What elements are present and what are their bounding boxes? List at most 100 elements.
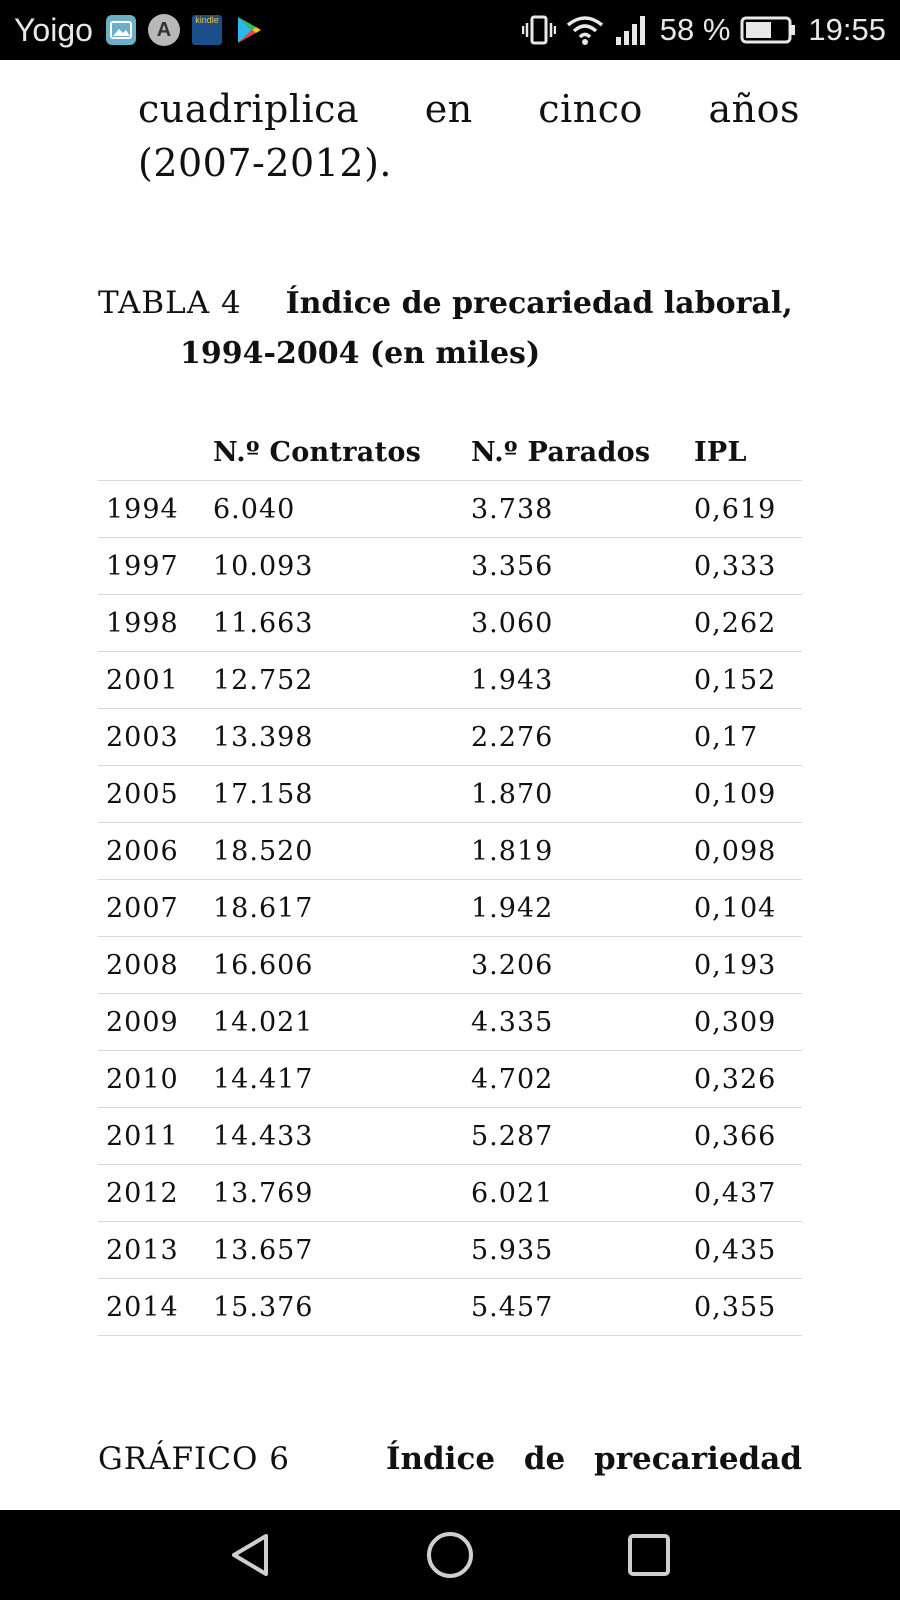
cell-ipl: 0,17: [694, 708, 802, 766]
cell-ipl: 0,333: [694, 537, 802, 595]
cell-year: 2005: [98, 765, 213, 823]
table-label: TABLA 4: [98, 285, 242, 321]
table-row: 2012 13.769 6.021 0,437: [98, 1164, 802, 1222]
cell-contratos: 14.433: [213, 1107, 471, 1165]
table-caption: TABLA 4 Índice de precariedad laboral, 1…: [98, 278, 802, 379]
cell-year: 2012: [98, 1164, 213, 1222]
cell-contratos: 13.769: [213, 1164, 471, 1222]
clock: 19:55: [808, 12, 886, 47]
header-parados: N.º Parados: [471, 424, 694, 481]
table-row: 2003 13.398 2.276 0,17: [98, 708, 802, 766]
kindle-icon: kindle: [192, 15, 222, 45]
cell-year: 1994: [98, 480, 213, 538]
cell-parados: 1.870: [471, 765, 694, 823]
cell-year: 2003: [98, 708, 213, 766]
cell-contratos: 12.752: [213, 651, 471, 709]
header-ipl: IPL: [694, 424, 802, 481]
figure-title: Índice de precariedad: [385, 1441, 802, 1477]
cell-contratos: 13.398: [213, 708, 471, 766]
home-icon[interactable]: [425, 1530, 475, 1580]
recents-icon[interactable]: [624, 1530, 674, 1580]
table-row: 2014 15.376 5.457 0,355: [98, 1278, 802, 1336]
cell-year: 2008: [98, 936, 213, 994]
status-bar: Yoigo A kindle: [0, 0, 900, 60]
cell-year: 2009: [98, 993, 213, 1051]
vibrate-icon: [521, 15, 556, 45]
figure-caption: GRÁFICO 6 Índice de precariedad: [98, 1434, 802, 1484]
cell-parados: 3.356: [471, 537, 694, 595]
cell-ipl: 0,619: [694, 480, 802, 538]
cell-contratos: 16.606: [213, 936, 471, 994]
cell-parados: 1.943: [471, 651, 694, 709]
cell-ipl: 0,309: [694, 993, 802, 1051]
table-title: Índice de precariedad laboral,: [285, 286, 793, 321]
cell-parados: 5.457: [471, 1278, 694, 1336]
cell-contratos: 13.657: [213, 1221, 471, 1279]
cell-parados: 4.335: [471, 993, 694, 1051]
cell-ipl: 0,326: [694, 1050, 802, 1108]
cell-parados: 1.942: [471, 879, 694, 937]
cell-parados: 2.276: [471, 708, 694, 766]
cell-ipl: 0,262: [694, 594, 802, 652]
cell-ipl: 0,435: [694, 1221, 802, 1279]
cell-contratos: 6.040: [213, 480, 471, 538]
cell-parados: 3.206: [471, 936, 694, 994]
table-row: 2013 13.657 5.935 0,435: [98, 1221, 802, 1279]
kindle-label: kindle: [195, 15, 219, 25]
table-row: 2005 17.158 1.870 0,109: [98, 765, 802, 823]
cell-contratos: 11.663: [213, 594, 471, 652]
cell-parados: 1.819: [471, 822, 694, 880]
cell-ipl: 0,366: [694, 1107, 802, 1165]
play-store-icon: [234, 15, 264, 45]
notification-icons: A kindle: [106, 14, 264, 46]
table-title-line2: 1994-2004 (en miles): [180, 336, 541, 371]
battery-percent: 58 %: [659, 12, 731, 47]
table-row: 2007 18.617 1.942 0,104: [98, 879, 802, 937]
battery-icon: [740, 16, 796, 44]
cell-ipl: 0,098: [694, 822, 802, 880]
cell-contratos: 15.376: [213, 1278, 471, 1336]
cell-ipl: 0,437: [694, 1164, 802, 1222]
cell-contratos: 14.417: [213, 1050, 471, 1108]
cell-parados: 5.287: [471, 1107, 694, 1165]
carrier-name: Yoigo: [14, 12, 93, 48]
header-year: [98, 424, 213, 481]
figure-label: GRÁFICO 6: [98, 1441, 290, 1477]
cell-parados: 6.021: [471, 1164, 694, 1222]
cell-year: 2014: [98, 1278, 213, 1336]
data-table: N.º Contratos N.º Parados IPL 1994 6.040…: [98, 424, 802, 1336]
wifi-icon: [566, 16, 603, 45]
system-status-icons: 58 % 19:55: [521, 8, 886, 52]
cell-contratos: 18.520: [213, 822, 471, 880]
cell-year: 2013: [98, 1221, 213, 1279]
table-row: 1994 6.040 3.738 0,619: [98, 480, 802, 538]
cell-ipl: 0,104: [694, 879, 802, 937]
cell-ipl: 0,152: [694, 651, 802, 709]
table-row: 1998 11.663 3.060 0,262: [98, 594, 802, 652]
cell-year: 2010: [98, 1050, 213, 1108]
cell-year: 1997: [98, 537, 213, 595]
cell-parados: 5.935: [471, 1221, 694, 1279]
cell-year: 2011: [98, 1107, 213, 1165]
cell-year: 1998: [98, 594, 213, 652]
a-icon: A: [148, 14, 180, 46]
body-paragraph: cuadriplica en cinco años (2007-2012).: [138, 87, 800, 185]
cell-contratos: 10.093: [213, 537, 471, 595]
table-header-row: N.º Contratos N.º Parados IPL: [98, 424, 802, 481]
header-contratos: N.º Contratos: [213, 424, 471, 481]
cell-parados: 3.060: [471, 594, 694, 652]
gallery-icon: [106, 15, 136, 45]
cell-contratos: 18.617: [213, 879, 471, 937]
cell-year: 2007: [98, 879, 213, 937]
cell-year: 2001: [98, 651, 213, 709]
table-row: 1997 10.093 3.356 0,333: [98, 537, 802, 595]
navigation-bar: [0, 1510, 900, 1600]
back-icon[interactable]: [226, 1530, 276, 1580]
cell-ipl: 0,355: [694, 1278, 802, 1336]
table-row: 2011 14.433 5.287 0,366: [98, 1107, 802, 1165]
table-row: 2010 14.417 4.702 0,326: [98, 1050, 802, 1108]
table-row: 2001 12.752 1.943 0,152: [98, 651, 802, 709]
table-row: 2006 18.520 1.819 0,098: [98, 822, 802, 880]
table-row: 2008 16.606 3.206 0,193: [98, 936, 802, 994]
table-row: 2009 14.021 4.335 0,309: [98, 993, 802, 1051]
